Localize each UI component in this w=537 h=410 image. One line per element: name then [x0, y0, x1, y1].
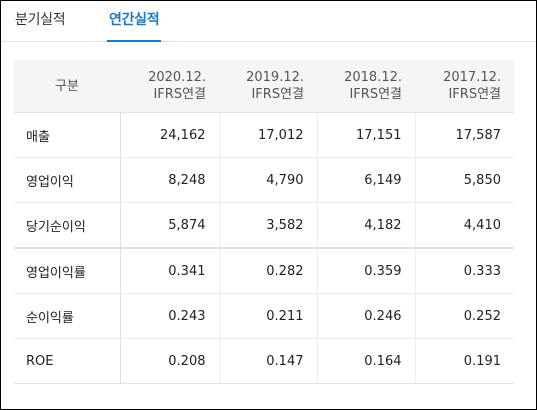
table-cell: 0.208 — [120, 338, 219, 384]
table-cell: 8,248 — [120, 157, 219, 203]
header-period: 2019.12. — [246, 70, 304, 85]
period-tabs: 분기실적 연간실적 — [1, 1, 536, 42]
header-period-2017: 2017.12. IFRS연결 — [415, 60, 514, 113]
table-row-revenue: 매출 24,162 17,012 17,151 17,587 — [14, 112, 514, 158]
row-label: 당기순이익 — [14, 202, 121, 249]
row-label: 순이익률 — [14, 293, 121, 339]
table-cell: 0.359 — [316, 248, 415, 294]
header-period-2019: 2019.12. IFRS연결 — [219, 60, 317, 113]
table-header-row: 구분 2020.12. IFRS연결 2019.12. IFRS연결 2018.… — [14, 60, 514, 113]
table-row-operating-income: 영업이익 8,248 4,790 6,149 5,850 — [14, 157, 514, 203]
header-period: 2020.12. — [148, 70, 206, 85]
active-tab-indicator — [107, 40, 162, 42]
table-cell: 6,149 — [316, 157, 415, 203]
header-period: 2018.12. — [344, 70, 402, 85]
table-cell: 0.282 — [218, 248, 317, 294]
table-cell: 0.246 — [316, 293, 415, 339]
table-cell: 5,850 — [414, 157, 514, 203]
table-row-operating-margin: 영업이익률 0.341 0.282 0.359 0.333 — [14, 248, 514, 294]
table-cell: 0.191 — [414, 338, 514, 384]
header-basis: IFRS연결 — [153, 87, 206, 102]
header-period: 2017.12. — [443, 70, 501, 85]
table-row-roe: ROE 0.208 0.147 0.164 0.191 — [14, 338, 514, 384]
tab-annual-label: 연간실적 — [109, 12, 160, 28]
table-cell: 24,162 — [120, 112, 219, 158]
header-category: 구분 — [14, 60, 120, 113]
table-cell: 0.147 — [218, 338, 317, 384]
table-cell: 0.164 — [316, 338, 415, 384]
table-cell: 0.341 — [120, 248, 219, 294]
table-cell: 0.333 — [414, 248, 514, 294]
table-cell: 0.252 — [414, 293, 514, 339]
table-cell: 5,874 — [120, 202, 219, 249]
tab-annual[interactable]: 연간실적 — [107, 1, 162, 42]
row-label: 영업이익률 — [14, 248, 121, 294]
table-cell: 4,410 — [414, 202, 514, 249]
header-period-2018: 2018.12. IFRS연결 — [317, 60, 415, 113]
row-label: ROE — [14, 338, 121, 384]
table-cell: 3,582 — [218, 202, 317, 249]
annual-performance-table: 구분 2020.12. IFRS연결 2019.12. IFRS연결 2018.… — [14, 60, 514, 384]
row-label: 영업이익 — [14, 157, 121, 203]
header-basis: IFRS연결 — [251, 87, 304, 102]
table-cell: 0.211 — [218, 293, 317, 339]
table-cell: 17,587 — [414, 112, 514, 158]
row-label: 매출 — [14, 112, 121, 158]
table-cell: 17,012 — [218, 112, 317, 158]
table-cell: 4,790 — [218, 157, 317, 203]
table-cell: 4,182 — [316, 202, 415, 249]
table-row-net-margin: 순이익률 0.243 0.211 0.246 0.252 — [14, 293, 514, 339]
table-row-net-income: 당기순이익 5,874 3,582 4,182 4,410 — [14, 202, 514, 249]
table-cell: 17,151 — [316, 112, 415, 158]
header-basis: IFRS연결 — [448, 87, 501, 102]
table-cell: 0.243 — [120, 293, 219, 339]
header-period-2020: 2020.12. IFRS연결 — [120, 60, 219, 113]
tab-quarterly[interactable]: 분기실적 — [15, 12, 66, 28]
header-basis: IFRS연결 — [349, 87, 402, 102]
